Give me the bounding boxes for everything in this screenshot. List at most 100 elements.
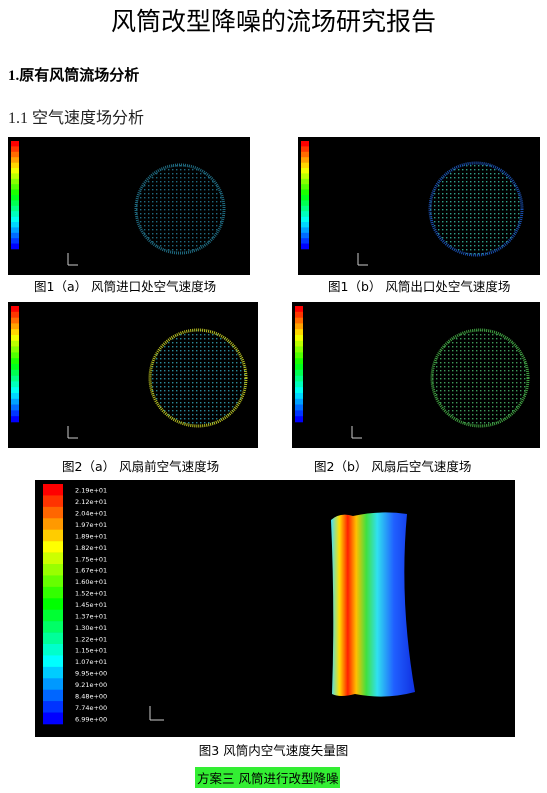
colorbar-cell — [11, 398, 19, 405]
colorbar-cell — [43, 644, 63, 656]
figure-caption: 图3 风筒内空气速度矢量图 — [198, 743, 349, 758]
colorbar-label: 1.82e+01 — [75, 544, 107, 552]
colorbar-cell — [301, 200, 309, 207]
colorbar-cell — [43, 666, 63, 679]
colorbar-label: 1.22e+01 — [75, 635, 107, 643]
colorbar-cell — [295, 375, 303, 382]
colorbar-cell — [43, 484, 63, 496]
colorbar-cell — [11, 227, 19, 234]
colorbar-cell — [295, 352, 303, 359]
figure-caption: 图1（b） 风筒出口处空气速度场 — [328, 279, 510, 294]
colorbar-cell — [11, 346, 19, 353]
highlighted-heading: 方案三 风筒进行改型降噪 — [195, 767, 341, 788]
colorbar-cell — [11, 200, 19, 207]
colorbar-cell — [43, 621, 63, 633]
colorbar-label: 1.37e+01 — [75, 612, 107, 620]
axis-triad — [357, 253, 368, 266]
colorbar-label: 8.48e+00 — [75, 692, 107, 700]
colorbar-cell — [43, 564, 63, 576]
colorbar-cell — [43, 655, 63, 668]
colorbar-label: 2.12e+01 — [75, 498, 107, 506]
colorbar-cell — [43, 598, 63, 611]
colorbar-cell — [11, 404, 19, 411]
colorbar-cell — [11, 168, 19, 174]
velocity-field — [428, 161, 524, 257]
colorbar-label: 2.19e+01 — [75, 487, 107, 495]
colorbar-cell — [11, 162, 19, 169]
colorbar-cell — [301, 141, 309, 147]
colorbar-cell — [295, 393, 303, 400]
colorbar-cell — [301, 146, 309, 153]
colorbar-cell — [43, 575, 63, 588]
colorbar-label: 1.60e+01 — [75, 578, 107, 586]
colorbar-cell — [11, 387, 19, 394]
colorbar-cell — [11, 364, 19, 371]
colorbar-cell — [43, 541, 63, 553]
colorbar-cell — [295, 416, 303, 423]
colorbar-cell — [295, 317, 303, 324]
subsection-heading: 1.1 空气速度场分析 — [8, 110, 145, 127]
document-title: 风筒改型降噪的流场研究报告 — [110, 9, 436, 36]
colorbar-cell — [295, 340, 303, 347]
colorbar-label: 1.67e+01 — [75, 567, 107, 575]
colorbar-label: 1.15e+01 — [75, 647, 107, 655]
colorbar-cell — [295, 358, 303, 365]
colorbar-cell — [43, 678, 63, 691]
colorbar-cell — [11, 184, 19, 190]
colorbar-cell — [295, 329, 303, 336]
colorbar-cell — [295, 323, 303, 330]
colorbar-label: 7.74e+00 — [75, 704, 107, 712]
vector-field — [331, 512, 415, 697]
colorbar-cell — [11, 141, 19, 147]
colorbar-cell — [11, 393, 19, 400]
colorbar-cell — [301, 216, 309, 223]
colorbar-cell — [11, 173, 19, 180]
colorbar-label: 9.21e+00 — [75, 681, 107, 689]
figure-image — [298, 137, 540, 275]
colorbar-cell — [11, 306, 19, 313]
colorbar-cell — [301, 173, 309, 180]
colorbar-cell — [301, 184, 309, 190]
colorbar-cell — [301, 189, 309, 196]
colorbar-label: 1.30e+01 — [75, 624, 107, 632]
colorbar-cell — [11, 311, 19, 318]
colorbar-cell — [11, 216, 19, 223]
colorbar-cell — [43, 632, 63, 645]
velocity-field — [134, 163, 226, 255]
colorbar-cell — [43, 506, 63, 519]
figure-caption: 图1（a） 风筒进口处空气速度场 — [34, 279, 216, 294]
colorbar-cell — [295, 404, 303, 411]
colorbar-cell — [43, 712, 63, 725]
colorbar-cell — [11, 211, 19, 217]
colorbar-cell — [301, 178, 309, 185]
colorbar-cell — [301, 243, 309, 250]
colorbar-label: 6.99e+00 — [75, 715, 107, 723]
colorbar-cell — [43, 518, 63, 531]
colorbar-cell — [295, 346, 303, 353]
colorbar-cell — [301, 195, 309, 201]
figure-image: 2.19e+01 2.12e+01 2.04e+01 1.97e+01 1.89e+01… — [35, 480, 515, 737]
colorbar-cell — [11, 323, 19, 330]
axis-triad — [149, 706, 164, 721]
colorbar-label: 1.89e+01 — [75, 532, 107, 540]
colorbar-cell — [295, 306, 303, 313]
colorbar-cell — [11, 416, 19, 423]
colorbar-label: 2.04e+01 — [75, 510, 107, 518]
section-heading: 1.原有风筒流场分析 — [8, 68, 140, 84]
colorbar-cell — [11, 222, 19, 228]
colorbar-cell — [301, 151, 309, 158]
colorbar-label: 9.95e+00 — [75, 670, 107, 678]
colorbar-cell — [301, 157, 309, 163]
colorbar-cell — [11, 243, 19, 250]
colorbar-cell — [11, 369, 19, 376]
colorbar-cell — [11, 317, 19, 324]
colorbar-cell — [295, 398, 303, 405]
velocity-field — [148, 328, 248, 428]
colorbar-label: 1.45e+01 — [75, 601, 107, 609]
colorbar-cell — [301, 168, 309, 174]
figure-image — [292, 302, 540, 448]
colorbar-cell — [301, 227, 309, 234]
figure-caption: 图2（a） 风扇前空气速度场 — [62, 459, 219, 474]
colorbar-cell — [295, 311, 303, 318]
